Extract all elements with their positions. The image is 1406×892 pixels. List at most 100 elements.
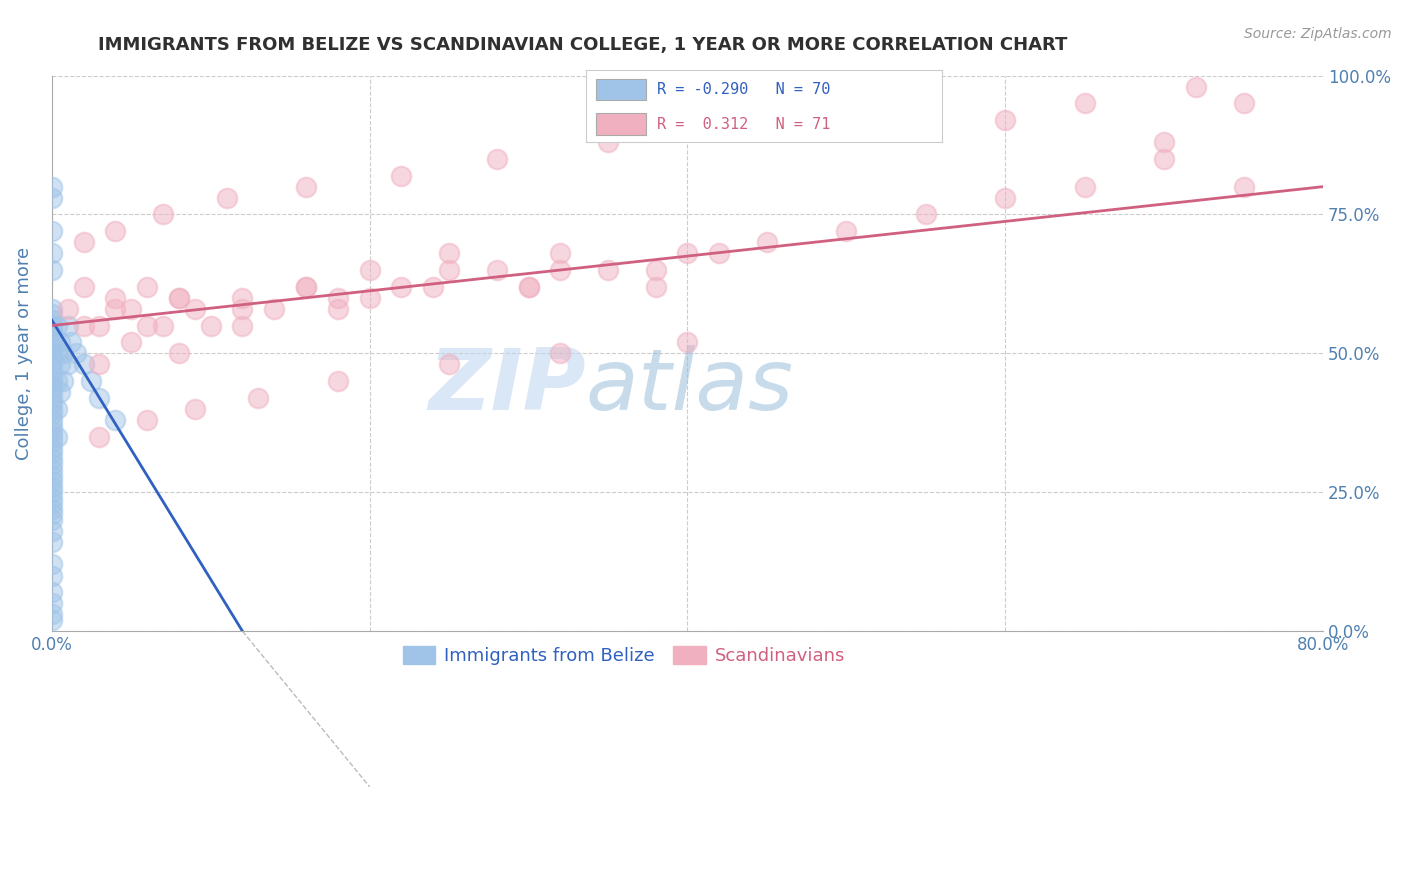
Point [41, 263, 63, 277]
Point [41, 491, 63, 505]
Point [422, 279, 444, 293]
Point [72, 358, 94, 372]
Point [755, 235, 778, 250]
Point [41, 308, 63, 322]
Point [1074, 96, 1097, 111]
Point [59, 335, 82, 350]
Point [41, 468, 63, 483]
Point [56, 318, 79, 333]
Point [41, 513, 63, 527]
Point [41, 341, 63, 355]
Point [41, 379, 63, 393]
Point [41, 335, 63, 350]
Point [152, 318, 174, 333]
Point [326, 374, 349, 388]
Point [1153, 152, 1175, 166]
Point [437, 246, 460, 260]
Point [80, 374, 103, 388]
Point [41, 224, 63, 238]
Point [41, 613, 63, 627]
Point [41, 191, 63, 205]
Point [136, 318, 159, 333]
Point [41, 585, 63, 599]
Point [41, 441, 63, 455]
Point [41, 480, 63, 494]
Point [120, 301, 142, 316]
Text: IMMIGRANTS FROM BELIZE VS SCANDINAVIAN COLLEGE, 1 YEAR OR MORE CORRELATION CHART: IMMIGRANTS FROM BELIZE VS SCANDINAVIAN C… [98, 36, 1067, 54]
Point [48, 385, 70, 400]
Point [517, 279, 540, 293]
Point [389, 279, 412, 293]
Point [41, 568, 63, 582]
Point [709, 246, 731, 260]
Point [41, 368, 63, 383]
Point [104, 301, 127, 316]
Point [41, 391, 63, 405]
Point [231, 291, 253, 305]
Point [167, 346, 190, 360]
Point [52, 346, 75, 360]
Point [45, 318, 67, 333]
Point [41, 596, 63, 610]
Point [676, 335, 699, 350]
Point [437, 263, 460, 277]
Point [89, 430, 111, 444]
Point [755, 124, 778, 138]
Point [41, 408, 63, 422]
Point [41, 508, 63, 522]
Point [596, 263, 619, 277]
Y-axis label: College, 1 year or more: College, 1 year or more [15, 247, 32, 460]
Point [295, 279, 318, 293]
Point [359, 291, 381, 305]
Point [41, 558, 63, 572]
Point [41, 313, 63, 327]
Point [41, 318, 63, 333]
Point [136, 279, 159, 293]
Point [45, 430, 67, 444]
Point [184, 401, 207, 416]
Point [835, 224, 858, 238]
Text: ZIP: ZIP [427, 345, 586, 428]
Point [184, 301, 207, 316]
Point [676, 246, 699, 260]
Point [326, 301, 349, 316]
Point [41, 535, 63, 549]
Point [517, 279, 540, 293]
Text: atlas: atlas [586, 345, 794, 428]
Point [41, 435, 63, 450]
Point [41, 463, 63, 477]
Legend: Immigrants from Belize, Scandinavians: Immigrants from Belize, Scandinavians [395, 639, 852, 673]
Point [41, 179, 63, 194]
Point [41, 413, 63, 427]
Point [136, 413, 159, 427]
Point [326, 291, 349, 305]
Point [48, 358, 70, 372]
Point [41, 351, 63, 366]
Point [41, 246, 63, 260]
Point [359, 263, 381, 277]
Point [41, 474, 63, 488]
Point [41, 358, 63, 372]
Point [152, 207, 174, 221]
Point [295, 179, 318, 194]
Point [1233, 96, 1256, 111]
Point [41, 485, 63, 500]
Point [41, 424, 63, 438]
Point [200, 318, 222, 333]
Point [41, 496, 63, 510]
Point [167, 291, 190, 305]
Point [41, 418, 63, 433]
Point [41, 502, 63, 516]
Point [45, 346, 67, 360]
Point [1074, 179, 1097, 194]
Point [41, 458, 63, 472]
Point [41, 346, 63, 360]
Point [56, 358, 79, 372]
Point [41, 363, 63, 377]
Point [247, 391, 270, 405]
Point [485, 152, 508, 166]
Point [41, 324, 63, 338]
Point [231, 318, 253, 333]
Point [41, 385, 63, 400]
Point [120, 335, 142, 350]
